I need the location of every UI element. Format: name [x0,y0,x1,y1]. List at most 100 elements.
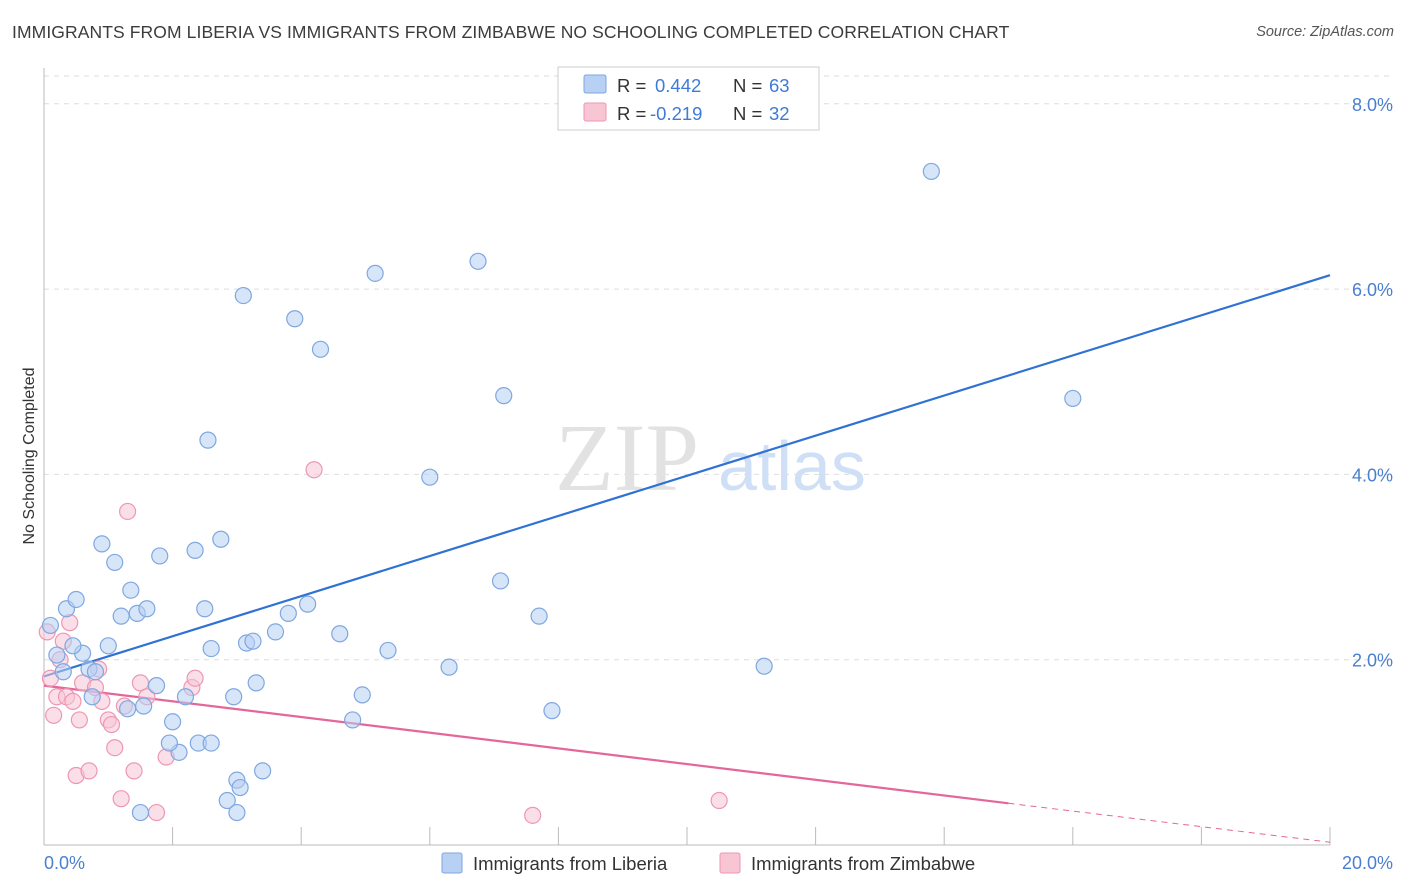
liberia-point-27 [196,600,214,618]
zimbabwe-point-2 [45,706,63,724]
liberia-point-8 [86,663,105,681]
liberia-point-10 [99,637,117,655]
liberia-point-46 [311,340,330,358]
trend-lines [43,274,1331,843]
series-legend: Immigrants from Liberia Immigrants from … [441,852,975,874]
liberia-point-57 [530,607,548,625]
liberia-point-59 [755,657,773,675]
liberia-point-9 [83,688,101,706]
legend-r-label-2: R = [617,103,646,124]
legend-r-value-liberia: 0.442 [655,75,701,96]
legend-n-value-liberia: 63 [769,75,790,96]
zimbabwe-point-10 [70,711,88,729]
zimbabwe-swatch [583,102,607,122]
liberia-point-40 [247,674,265,692]
zimbabwe-point-21 [118,502,137,521]
liberia-point-1 [48,646,66,664]
liberia-point-47 [331,625,349,643]
liberia-point-45 [299,595,317,613]
liberia-point-16 [138,600,156,618]
liberia-points [41,162,1082,822]
liberia-point-61 [1064,389,1082,408]
grid-lines [44,75,1393,661]
liberia-point-17 [118,700,137,718]
zimbabwe-point-18 [106,739,124,757]
zimbabwe-point-28 [186,669,204,687]
liberia-point-50 [366,264,384,282]
axes [43,68,1331,846]
zimbabwe-point-22 [125,762,143,780]
liberia-point-23 [160,734,178,752]
liberia-point-38 [228,803,246,822]
zimbabwe-point-25 [147,803,166,822]
liberia-point-32 [218,791,236,810]
liberia-point-51 [379,641,397,660]
legend-zimbabwe-swatch [719,852,741,874]
liberia-point-31 [212,530,230,548]
liberia-point-48 [344,711,362,729]
liberia-point-41 [254,762,272,780]
zimbabwe-point-7 [61,614,79,632]
liberia-point-14 [122,581,140,599]
liberia-point-39 [234,286,252,305]
liberia-point-19 [147,677,166,695]
liberia-point-33 [225,688,243,706]
liberia-swatch [583,74,607,94]
liberia-point-29 [202,734,220,752]
liberia-point-53 [440,658,458,676]
stats-legend: R = 0.442 N = 63 R = -0.219 N = 32 [557,66,820,131]
liberia-trend-line [43,274,1331,678]
zimbabwe-trend-line [43,684,1009,805]
liberia-point-54 [469,252,487,270]
legend-liberia-swatch [441,852,463,874]
legend-liberia-label: Immigrants from Liberia [473,853,668,874]
liberia-point-21 [164,713,182,731]
y-tick-label-3: 8.0% [1352,95,1393,115]
liberia-point-52 [421,468,439,486]
y-tick-label-2: 6.0% [1352,280,1393,300]
liberia-point-7 [64,637,82,655]
liberia-point-18 [135,697,153,715]
liberia-point-20 [151,547,169,565]
watermark: ZIP atlas [555,404,866,511]
watermark-zip: ZIP [555,404,699,511]
legend-n-label-1: N = [733,75,762,96]
liberia-point-55 [491,572,510,590]
liberia-point-42 [266,623,285,641]
legend-n-label-2: N = [733,103,762,124]
y-tick-label-1: 4.0% [1352,465,1393,485]
legend-r-value-zimbabwe: -0.219 [650,103,702,124]
chart-title: IMMIGRANTS FROM LIBERIA VS IMMIGRANTS FR… [12,22,1010,42]
liberia-point-62 [131,803,150,822]
source-label: Source: ZipAtlas.com [1256,24,1394,40]
liberia-point-0 [41,616,60,635]
liberia-point-6 [54,663,72,681]
liberia-point-35 [231,778,249,797]
liberia-point-28 [199,431,217,449]
liberia-point-30 [202,639,220,658]
liberia-point-44 [286,310,304,328]
liberia-point-60 [922,162,940,181]
liberia-point-12 [106,553,124,572]
legend-r-label-1: R = [617,75,646,96]
liberia-point-13 [112,607,130,625]
zimbabwe-point-17 [102,715,121,734]
x-tick-label-max: 20.0% [1342,853,1393,873]
zimbabwe-point-12 [80,762,98,780]
y-axis-label: No Schooling Completed [21,368,38,545]
liberia-point-3 [67,590,85,609]
watermark-atlas: atlas [718,427,866,505]
zimbabwe-point-8 [64,692,82,710]
zimbabwe-point-29 [305,461,323,479]
y-tick-labels: 2.0% 4.0% 6.0% 8.0% [1352,95,1393,671]
liberia-point-58 [543,702,561,720]
zimbabwe-point-31 [710,791,728,810]
liberia-point-43 [279,604,297,622]
legend-n-value-zimbabwe: 32 [769,103,790,124]
legend-zimbabwe-label: Immigrants from Zimbabwe [751,853,975,874]
liberia-point-24 [176,688,195,706]
liberia-point-56 [495,387,513,405]
zimbabwe-point-19 [112,790,130,808]
zimbabwe-points [38,461,728,824]
